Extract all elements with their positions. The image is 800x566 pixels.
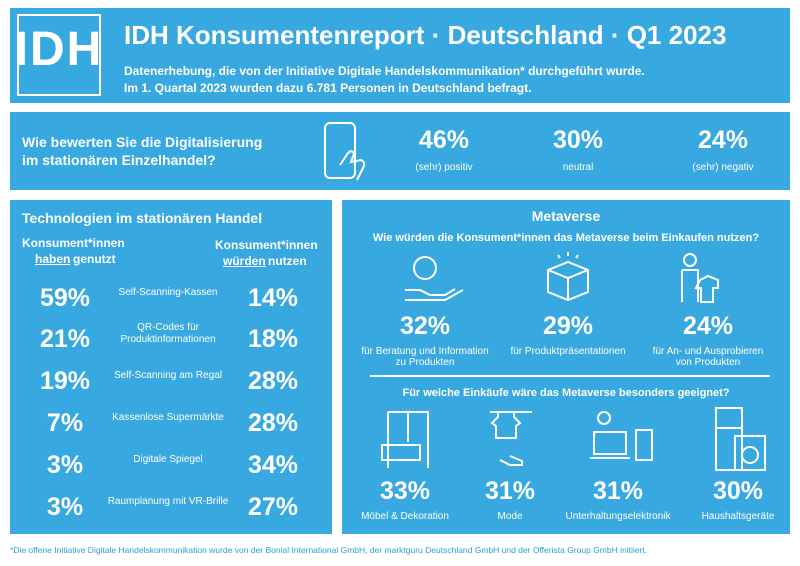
purchase-value: 31% <box>484 477 536 505</box>
subtitle: Im 1. Quartal 2023 wurden dazu 6.781 Per… <box>124 81 532 95</box>
tech-name: Self-Scanning am Regal <box>114 370 222 381</box>
tech-name: Produktinformationen <box>120 334 216 345</box>
use-value: 29% <box>542 312 594 340</box>
used-value: 21% <box>39 325 91 353</box>
fashion-icon <box>490 411 532 466</box>
phone-icon <box>324 122 356 179</box>
purchase-label: Mode <box>497 511 523 522</box>
stat-label: neutral <box>562 162 594 173</box>
purchase-label: Unterhaltungselektronik <box>565 511 671 522</box>
tech-title: Technologien im stationären Handel <box>22 210 263 226</box>
tech-panel <box>10 200 332 534</box>
col-header: genutzt <box>73 252 116 266</box>
tech-name: Self-Scanning-Kassen <box>118 287 218 298</box>
col-header: Konsument*innen <box>22 236 125 250</box>
tech-name: Kassenlose Supermärkte <box>112 412 224 423</box>
header-panel <box>10 8 790 103</box>
col-header: Konsument*innen <box>215 238 318 252</box>
question: Wie bewerten Sie die Digitalisierung <box>22 134 263 150</box>
bulb-icon <box>597 411 611 425</box>
used-value: 3% <box>46 451 84 479</box>
hand-icon <box>405 288 464 301</box>
purchase-value: 30% <box>712 477 764 505</box>
stat-label: (sehr) positiv <box>415 162 473 173</box>
metaverse-question: Wie würden die Konsument*innen das Metav… <box>372 232 760 244</box>
stat-value: 46% <box>418 126 470 154</box>
purchase-label: Möbel & Dekoration <box>361 511 449 522</box>
tech-name: Digitale Spiegel <box>133 454 203 465</box>
metaverse-title: Metaverse <box>531 208 601 224</box>
metaverse-panel <box>342 200 790 534</box>
furniture-icon <box>381 411 429 468</box>
logo: IDH <box>14 23 104 76</box>
use-value: 32% <box>399 312 451 340</box>
electronics-icon <box>590 429 653 461</box>
logo-box <box>17 14 101 96</box>
used-value: 59% <box>39 284 91 312</box>
stat-value: 24% <box>697 126 749 154</box>
appliance-icon <box>715 407 766 471</box>
use-label: zu Produkten <box>395 357 455 368</box>
box-icon <box>547 252 589 302</box>
question: im stationären Einzelhandel? <box>22 152 216 168</box>
stat-value: 30% <box>552 126 604 154</box>
col-header: haben <box>35 252 71 266</box>
use-label: für An- und Ausprobieren <box>652 346 764 357</box>
footnote: *Die offene Initiative Digitale Handelsk… <box>10 545 648 555</box>
purchase-value: 31% <box>592 477 644 505</box>
info-icon <box>413 256 437 280</box>
used-value: 19% <box>39 367 91 395</box>
digital-panel <box>10 112 790 190</box>
purchase-label: Haushaltsgeräte <box>701 511 775 522</box>
washer-drum <box>741 446 759 464</box>
use-label: von Produkten <box>675 357 741 368</box>
used-value: 7% <box>46 409 84 437</box>
title: IDH Konsumentenreport · Deutschland · Q1… <box>124 20 727 50</box>
would-value: 27% <box>247 493 299 521</box>
tech-name: Raumplanung mit VR-Brille <box>107 496 229 507</box>
col-header: würden <box>223 254 266 268</box>
shirt-icon <box>681 269 719 303</box>
hand-icon <box>339 150 366 181</box>
stat-label: (sehr) negativ <box>692 162 754 173</box>
tech-name: QR-Codes für <box>137 322 199 333</box>
use-label: für Produktpräsentationen <box>510 346 626 357</box>
use-label: für Beratung und Information <box>361 346 489 357</box>
would-value: 28% <box>247 409 299 437</box>
would-value: 34% <box>247 451 299 479</box>
would-value: 28% <box>247 367 299 395</box>
used-value: 3% <box>46 493 84 521</box>
would-value: 14% <box>247 284 299 312</box>
would-value: 18% <box>247 325 299 353</box>
purchase-value: 33% <box>379 477 431 505</box>
subtitle: Datenerhebung, die von der Initiative Di… <box>124 64 645 78</box>
person-icon <box>683 253 697 267</box>
use-value: 24% <box>682 312 734 340</box>
col-header: nutzen <box>268 254 307 268</box>
metaverse-question: Für welche Einkäufe wäre das Metaverse b… <box>402 387 730 399</box>
